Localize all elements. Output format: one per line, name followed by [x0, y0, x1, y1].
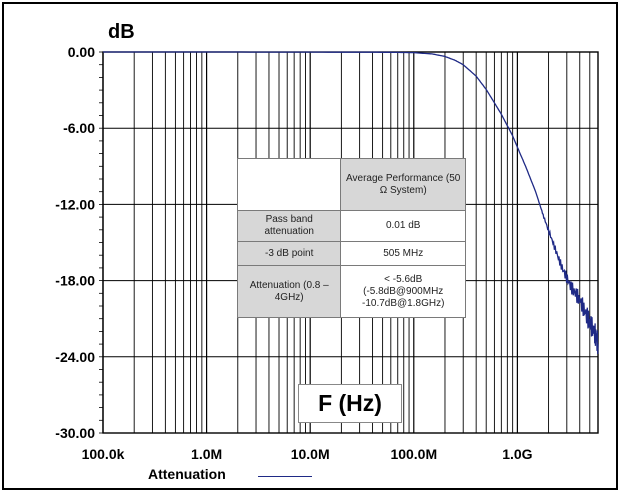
y-tick-label: -6.00 [63, 120, 95, 136]
row-value-attenuation: < -5.6dB (-5.8dB@900MHz -10.7dB@1.8GHz) [340, 265, 466, 318]
x-tick-label: 1.0M [191, 446, 222, 462]
y-tick-label: -30.00 [55, 425, 95, 441]
attenuation-line-2: (-5.8dB@900MHz [363, 285, 444, 297]
figure-frame [2, 2, 618, 490]
x-tick-label: 10.0M [291, 446, 330, 462]
series [103, 51, 599, 355]
performance-table: Average Performance (50 Ω System) Pass b… [236, 158, 466, 318]
x-axis-label: F (Hz) [298, 384, 402, 423]
row-value-passband: 0.01 dB [340, 210, 466, 242]
tick-labels: 0.00 -6.00 -12.00 -18.00 -24.00 -30.00 100.0k 1… [55, 44, 532, 462]
table-header-cell: Average Performance (50 Ω System) [340, 158, 466, 211]
y-tick-label: -18.00 [55, 273, 95, 289]
table-corner-cell [236, 158, 342, 211]
legend-label: Attenuation [148, 466, 226, 482]
row-value-3db: 505 MHz [340, 241, 466, 266]
legend-line-swatch [258, 476, 312, 477]
row-label-passband: Pass band attenuation [236, 210, 342, 242]
x-tick-label: 100.0k [82, 446, 125, 462]
y-tick-label: 0.00 [68, 44, 95, 60]
y-tick-label: -24.00 [55, 349, 95, 365]
x-tick-label: 100.0M [390, 446, 437, 462]
series-line-attenuation [103, 51, 599, 355]
row-label-3db: -3 dB point [236, 241, 342, 266]
y-unit-label: dB [108, 21, 135, 43]
attenuation-line-1: < -5.6dB [384, 273, 423, 285]
x-tick-label: 1.0G [502, 446, 532, 462]
row-label-attenuation: Attenuation (0.8 – 4GHz) [236, 265, 342, 318]
attenuation-line-3: -10.7dB@1.8GHz) [362, 297, 445, 309]
y-tick-label: -12.00 [55, 196, 95, 212]
